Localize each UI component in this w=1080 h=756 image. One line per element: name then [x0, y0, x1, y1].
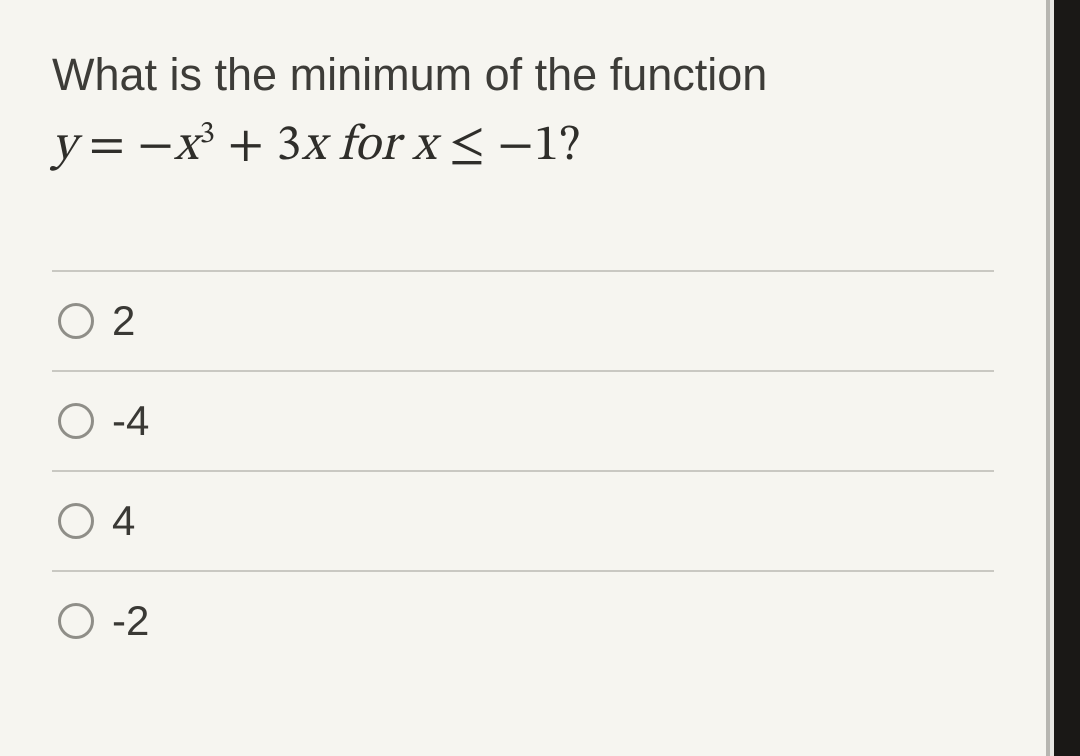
equation-neg: − — [138, 121, 175, 171]
radio-icon[interactable] — [58, 303, 94, 339]
question-card: What is the minimum of the function y = … — [0, 0, 1050, 756]
option-row[interactable]: 2 — [52, 270, 994, 370]
option-label: 2 — [112, 297, 135, 345]
equation-lhs: y — [52, 121, 77, 171]
screen-bezel — [1054, 0, 1080, 756]
option-label: 4 — [112, 497, 135, 545]
radio-icon[interactable] — [58, 503, 94, 539]
equation-x1: x — [174, 121, 198, 171]
option-row[interactable]: -4 — [52, 370, 994, 470]
option-label: -4 — [112, 397, 149, 445]
equation-x2: x — [302, 121, 326, 171]
options-list: 2 -4 4 -2 — [52, 270, 994, 670]
equation-exp: 3 — [200, 119, 216, 150]
option-row[interactable]: 4 — [52, 470, 994, 570]
option-row[interactable]: -2 — [52, 570, 994, 670]
question-equation: y = −x3 + 3x for x ≤ −1? — [52, 115, 994, 178]
question-prompt: What is the minimum of the function — [52, 42, 994, 107]
equation-plus: + 3 — [215, 121, 301, 171]
radio-icon[interactable] — [58, 603, 94, 639]
option-label: -2 — [112, 597, 149, 645]
equation-for: for — [326, 121, 412, 171]
equation-rhs: ≤ −1? — [437, 121, 581, 171]
equation-x3: x — [412, 121, 436, 171]
radio-icon[interactable] — [58, 403, 94, 439]
equation-eq: = — [77, 121, 138, 171]
